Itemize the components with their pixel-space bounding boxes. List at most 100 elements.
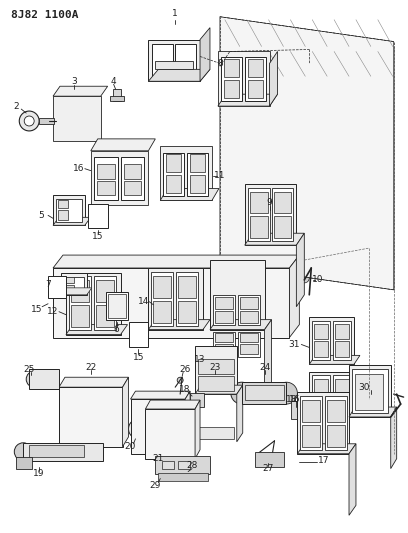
Text: 29: 29 xyxy=(150,481,161,490)
Polygon shape xyxy=(309,405,363,414)
Polygon shape xyxy=(145,400,200,409)
Polygon shape xyxy=(122,377,129,447)
Circle shape xyxy=(299,255,309,265)
Polygon shape xyxy=(297,444,356,454)
Bar xyxy=(160,146,212,200)
Text: 14: 14 xyxy=(138,297,149,306)
Text: 8J82 1100A: 8J82 1100A xyxy=(11,10,79,20)
Bar xyxy=(145,409,195,459)
Bar xyxy=(131,399,185,454)
Bar xyxy=(312,375,330,410)
Bar xyxy=(178,461,190,469)
Polygon shape xyxy=(149,69,210,81)
Polygon shape xyxy=(53,217,91,225)
Bar xyxy=(121,157,144,200)
Text: 4: 4 xyxy=(111,77,116,86)
Polygon shape xyxy=(91,139,155,151)
Polygon shape xyxy=(185,391,190,454)
Bar xyxy=(178,301,196,322)
Bar xyxy=(250,191,268,213)
Text: 27: 27 xyxy=(262,464,273,473)
Polygon shape xyxy=(53,255,299,268)
Text: 7: 7 xyxy=(45,280,51,289)
Text: 31: 31 xyxy=(288,340,300,349)
Bar xyxy=(325,396,347,450)
Bar xyxy=(59,387,122,447)
Bar xyxy=(335,379,349,392)
Bar xyxy=(97,181,115,196)
Bar xyxy=(106,292,128,320)
Text: 16: 16 xyxy=(288,394,300,403)
Text: 19: 19 xyxy=(33,469,45,478)
Bar xyxy=(248,188,270,241)
Circle shape xyxy=(30,375,38,383)
Polygon shape xyxy=(289,255,299,337)
Text: 26: 26 xyxy=(180,365,191,374)
Bar xyxy=(210,260,264,329)
Bar xyxy=(213,332,235,358)
Bar xyxy=(152,44,173,77)
Bar xyxy=(240,333,257,343)
Bar xyxy=(314,394,328,407)
Bar xyxy=(352,369,388,413)
Bar xyxy=(178,276,196,298)
Text: 30: 30 xyxy=(358,383,370,392)
Bar xyxy=(108,294,126,318)
Circle shape xyxy=(129,419,149,439)
Bar xyxy=(97,164,115,179)
Bar xyxy=(29,369,59,389)
Text: 10: 10 xyxy=(311,276,323,285)
Bar xyxy=(238,332,259,358)
Bar xyxy=(245,183,296,245)
Polygon shape xyxy=(131,391,190,399)
Bar xyxy=(300,396,322,450)
Bar xyxy=(53,268,289,337)
Bar xyxy=(71,305,89,327)
Bar xyxy=(190,154,205,172)
Bar xyxy=(297,392,349,454)
Bar xyxy=(314,379,328,392)
Polygon shape xyxy=(195,385,243,394)
Bar xyxy=(312,321,330,360)
Polygon shape xyxy=(59,377,129,387)
Bar xyxy=(240,297,257,309)
Text: 20: 20 xyxy=(125,442,136,451)
Bar xyxy=(96,305,113,327)
Bar xyxy=(155,456,210,474)
Text: 5: 5 xyxy=(38,211,44,220)
Polygon shape xyxy=(245,233,304,245)
Polygon shape xyxy=(237,385,243,442)
Text: 25: 25 xyxy=(24,365,35,374)
Bar xyxy=(129,321,149,348)
Bar xyxy=(333,321,351,360)
Text: 28: 28 xyxy=(186,461,198,470)
Text: 16: 16 xyxy=(73,164,84,173)
Polygon shape xyxy=(160,189,219,200)
Polygon shape xyxy=(200,28,210,81)
Bar xyxy=(94,157,118,200)
Circle shape xyxy=(177,377,183,383)
Text: 15: 15 xyxy=(92,232,104,241)
Circle shape xyxy=(273,77,282,85)
Bar xyxy=(215,311,233,322)
Text: 3: 3 xyxy=(71,77,77,86)
Bar xyxy=(272,188,293,241)
Bar xyxy=(69,276,91,329)
Text: 13: 13 xyxy=(194,355,206,364)
Circle shape xyxy=(144,415,172,443)
Text: 15: 15 xyxy=(133,353,144,362)
Bar xyxy=(96,280,113,302)
Bar xyxy=(113,89,121,101)
Bar xyxy=(224,59,239,77)
Circle shape xyxy=(14,443,32,461)
Text: 21: 21 xyxy=(153,454,164,463)
Bar xyxy=(213,295,235,325)
Bar xyxy=(58,211,68,220)
Bar xyxy=(314,324,328,340)
Bar xyxy=(91,151,149,205)
Text: 6: 6 xyxy=(114,325,120,334)
Bar xyxy=(198,376,234,391)
Bar xyxy=(335,394,349,407)
Text: 8: 8 xyxy=(217,59,223,68)
Bar xyxy=(198,427,234,439)
